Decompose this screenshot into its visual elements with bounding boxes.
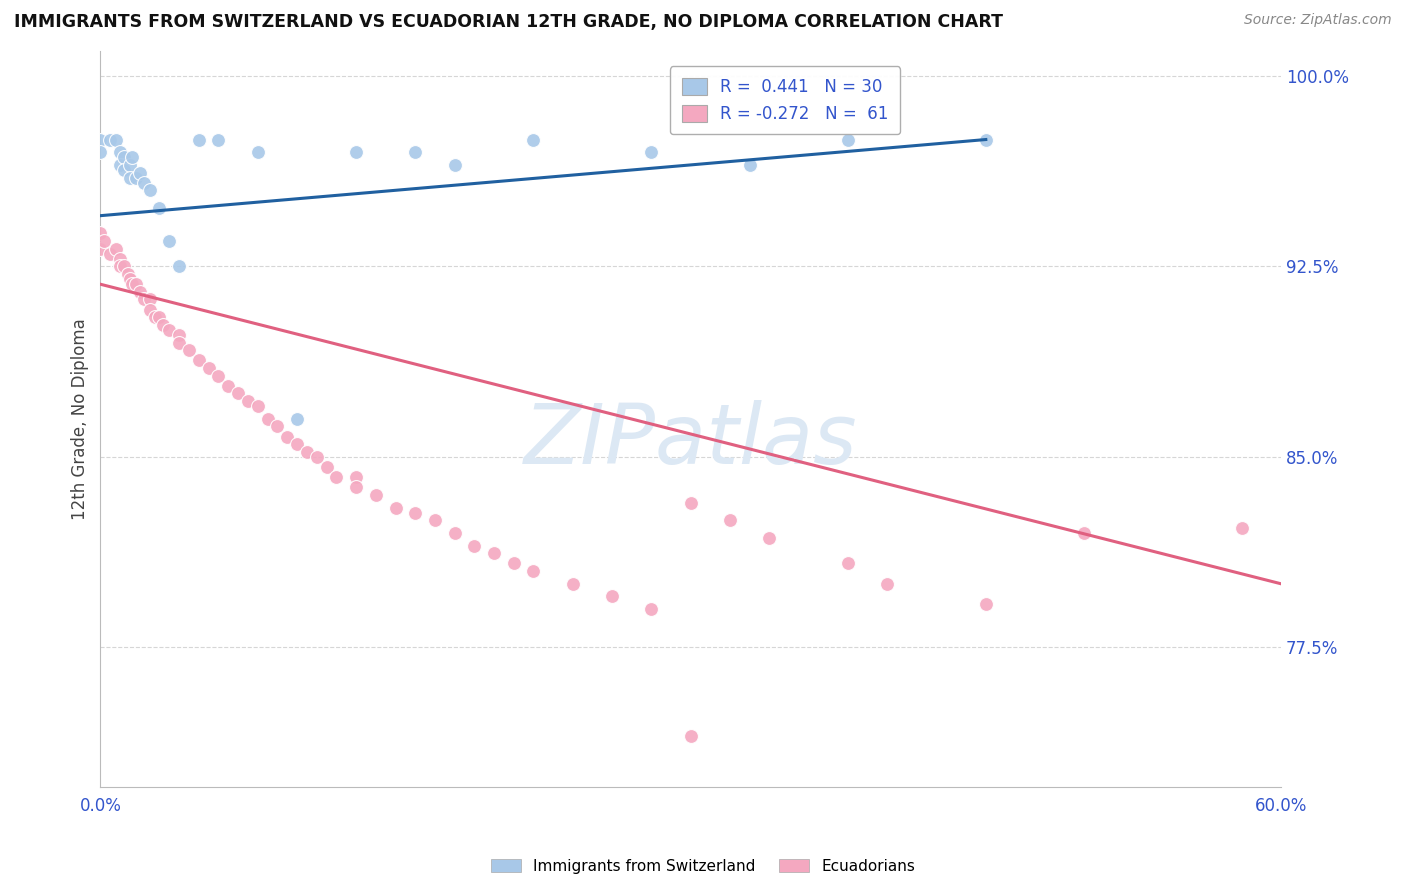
- Point: [226, 386, 249, 401]
- Point: [217, 378, 239, 392]
- Point: [974, 597, 997, 611]
- Point: [404, 145, 426, 160]
- Point: [138, 302, 160, 317]
- Point: [423, 513, 446, 527]
- Point: [128, 165, 150, 179]
- Point: [443, 526, 465, 541]
- Point: [384, 500, 406, 515]
- Point: [138, 293, 160, 307]
- Point: [315, 460, 337, 475]
- Point: [167, 328, 190, 343]
- Point: [157, 234, 180, 248]
- Point: [177, 343, 200, 358]
- Point: [118, 272, 141, 286]
- Point: [98, 246, 121, 260]
- Point: [718, 513, 741, 527]
- Point: [325, 470, 347, 484]
- Text: IMMIGRANTS FROM SWITZERLAND VS ECUADORIAN 12TH GRADE, NO DIPLOMA CORRELATION CHA: IMMIGRANTS FROM SWITZERLAND VS ECUADORIA…: [14, 13, 1002, 31]
- Legend: Immigrants from Switzerland, Ecuadorians: Immigrants from Switzerland, Ecuadorians: [485, 853, 921, 880]
- Point: [132, 293, 155, 307]
- Point: [89, 227, 111, 241]
- Point: [758, 531, 780, 545]
- Point: [145, 310, 167, 325]
- Point: [463, 539, 485, 553]
- Point: [89, 132, 111, 146]
- Point: [148, 201, 170, 215]
- Point: [876, 576, 898, 591]
- Point: [246, 399, 269, 413]
- Point: [89, 242, 111, 256]
- Point: [640, 145, 662, 160]
- Point: [108, 252, 131, 266]
- Point: [344, 145, 367, 160]
- Point: [207, 132, 229, 146]
- Point: [132, 176, 155, 190]
- Point: [93, 234, 115, 248]
- Point: [112, 150, 135, 164]
- Point: [121, 277, 143, 292]
- Text: ZIPatlas: ZIPatlas: [524, 401, 858, 482]
- Point: [285, 411, 308, 425]
- Point: [364, 488, 387, 502]
- Legend: R =  0.441   N = 30, R = -0.272   N =  61: R = 0.441 N = 30, R = -0.272 N = 61: [671, 66, 900, 135]
- Point: [125, 277, 148, 292]
- Point: [197, 361, 219, 376]
- Point: [837, 132, 859, 146]
- Point: [522, 132, 544, 146]
- Point: [148, 310, 170, 325]
- Point: [640, 602, 662, 616]
- Point: [112, 260, 135, 274]
- Point: [187, 132, 209, 146]
- Point: [118, 158, 141, 172]
- Point: [167, 260, 190, 274]
- Point: [679, 729, 702, 743]
- Point: [152, 318, 174, 332]
- Point: [108, 260, 131, 274]
- Point: [600, 590, 623, 604]
- Point: [305, 450, 328, 464]
- Point: [89, 145, 111, 160]
- Point: [344, 480, 367, 494]
- Point: [837, 557, 859, 571]
- Point: [502, 557, 524, 571]
- Point: [112, 163, 135, 178]
- Point: [246, 145, 269, 160]
- Point: [276, 429, 298, 443]
- Point: [138, 183, 160, 197]
- Point: [128, 285, 150, 299]
- Point: [108, 158, 131, 172]
- Point: [266, 419, 288, 434]
- Point: [561, 576, 583, 591]
- Point: [256, 411, 278, 425]
- Point: [118, 170, 141, 185]
- Point: [344, 470, 367, 484]
- Point: [443, 158, 465, 172]
- Point: [207, 368, 229, 383]
- Point: [108, 145, 131, 160]
- Point: [1230, 521, 1253, 535]
- Point: [121, 150, 143, 164]
- Point: [404, 506, 426, 520]
- Point: [105, 132, 128, 146]
- Point: [738, 158, 761, 172]
- Point: [157, 323, 180, 337]
- Point: [522, 564, 544, 578]
- Point: [285, 437, 308, 451]
- Point: [105, 242, 128, 256]
- Point: [1073, 526, 1095, 541]
- Point: [295, 444, 318, 458]
- Point: [187, 353, 209, 368]
- Point: [236, 394, 259, 409]
- Text: Source: ZipAtlas.com: Source: ZipAtlas.com: [1244, 13, 1392, 28]
- Y-axis label: 12th Grade, No Diploma: 12th Grade, No Diploma: [72, 318, 89, 520]
- Point: [98, 132, 121, 146]
- Point: [167, 335, 190, 350]
- Point: [974, 132, 997, 146]
- Point: [482, 546, 505, 560]
- Point: [125, 170, 148, 185]
- Point: [117, 267, 139, 281]
- Point: [679, 495, 702, 509]
